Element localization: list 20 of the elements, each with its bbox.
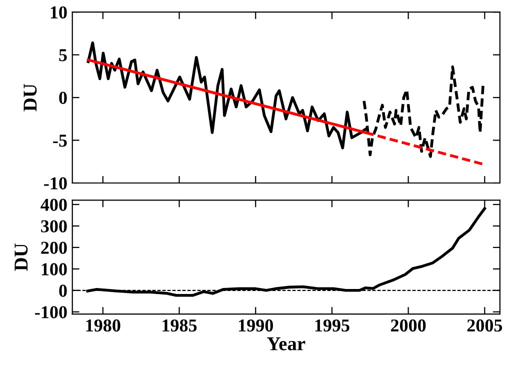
x-tick-label: 1980 bbox=[86, 319, 120, 332]
y-tick-label: 5 bbox=[59, 49, 67, 62]
y-tick-label: -10 bbox=[44, 177, 67, 190]
y-tick-label: -5 bbox=[53, 134, 67, 147]
y-tick-label: 100 bbox=[42, 263, 67, 276]
y-axis-title: DU bbox=[14, 244, 28, 271]
y-tick-label: -100 bbox=[35, 306, 67, 318]
x-tick-label: 1990 bbox=[238, 319, 273, 332]
y-axis-title: DU bbox=[24, 84, 37, 112]
x-tick-label: 2000 bbox=[391, 319, 426, 332]
x-tick-label: 1985 bbox=[162, 319, 197, 332]
y-tick-label: 0 bbox=[59, 92, 67, 104]
y-tick-label: 200 bbox=[41, 242, 67, 254]
y-tick-label: 0 bbox=[59, 284, 67, 297]
y-tick-label: 10 bbox=[50, 6, 67, 19]
x-tick-label: 2005 bbox=[467, 319, 502, 332]
x-tick-label: 1995 bbox=[315, 319, 350, 332]
y-tick-label: 300 bbox=[41, 220, 67, 232]
y-tick-label: 400 bbox=[40, 198, 67, 211]
x-axis-title: Year bbox=[267, 337, 306, 350]
